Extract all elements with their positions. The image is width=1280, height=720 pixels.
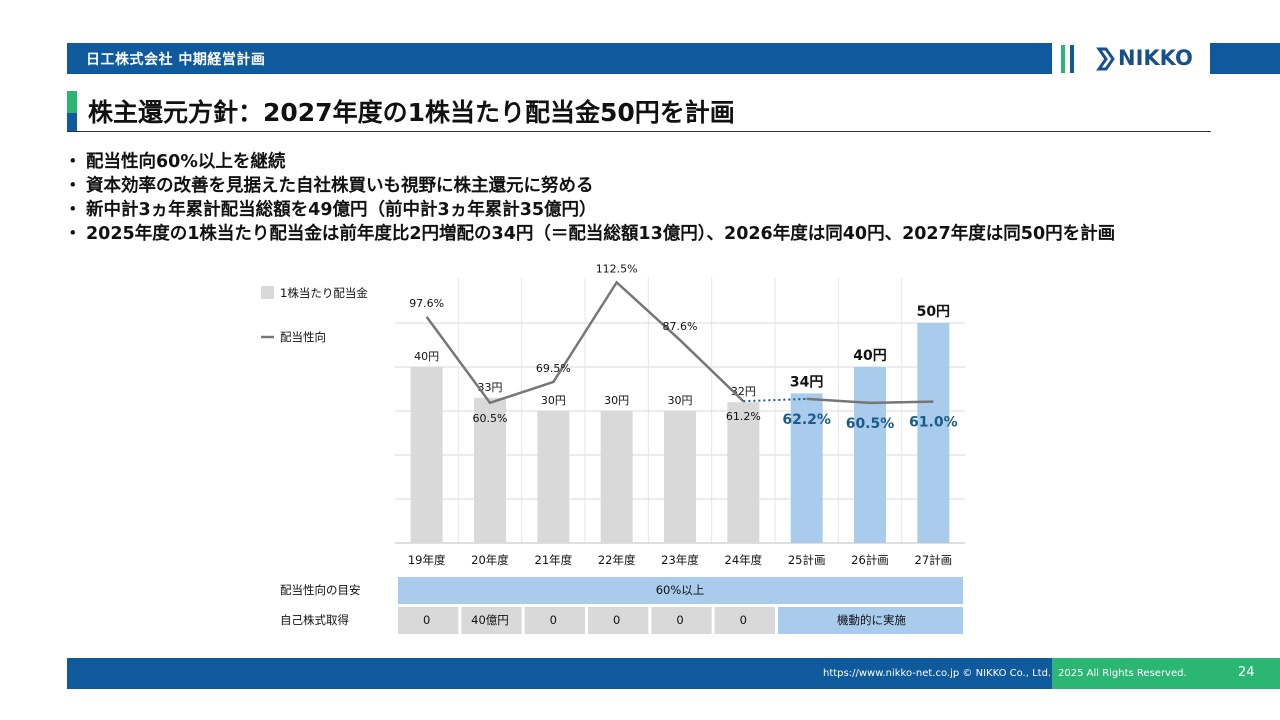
ratio-value-label: 60.5% (473, 412, 508, 425)
x-tick-label: 19年度 (408, 553, 446, 567)
ratio-value-label: 61.0% (909, 415, 958, 431)
table-cell (398, 607, 459, 634)
bullet-item: 2025年度の1株当たり配当金は前年度比2円増配の34円（＝配当総額13億円）、… (64, 222, 1218, 246)
table-cell-text: 0 (613, 613, 620, 627)
logo-divider-icon (1061, 45, 1074, 73)
table-cell (714, 607, 775, 634)
table-cell-text: 0 (676, 613, 683, 627)
bar (664, 411, 696, 543)
legend-bar-label: 1株当たり配当金 (280, 286, 368, 300)
bar-value-label: 32円 (731, 385, 756, 398)
ratio-line-plan (806, 397, 934, 405)
header-company-plan: 日工株式会社 中期経営計画 (86, 52, 266, 68)
bar-value-label: 50円 (917, 304, 950, 320)
table-row-label: 配当性向の目安 (280, 583, 361, 597)
x-tick-label: 23年度 (661, 553, 699, 567)
footer-green-band (1052, 658, 1280, 689)
bar (790, 393, 823, 543)
bar (917, 323, 950, 543)
bar-value-label: 33円 (478, 381, 503, 394)
bar-value-label: 30円 (668, 394, 693, 407)
table-cell-text: 40億円 (471, 613, 509, 627)
table-cell-plan (778, 607, 963, 634)
x-tick-label: 21年度 (535, 553, 573, 567)
ratio-value-label: 60.5% (846, 416, 895, 432)
title-accent (67, 91, 77, 131)
ratio-value-label: 112.5% (596, 262, 638, 275)
bar (537, 411, 570, 543)
table-cell (588, 607, 649, 634)
table-cell (461, 607, 522, 634)
bar (727, 402, 760, 543)
x-tick-label: 26計画 (851, 553, 889, 567)
bullet-item: 新中計3ヵ年累計配当総額を49億円（前中計3ヵ年累計35億円） (64, 198, 1218, 222)
x-tick-label: 22年度 (598, 553, 636, 567)
bullet-list: 配当性向60%以上を継続 資本効率の改善を見据えた自社株買いも視野に株主還元に努… (64, 150, 1218, 246)
company-logo: NIKKO (1118, 46, 1193, 70)
table-cell-text: 60%以上 (656, 583, 705, 597)
bar (410, 367, 443, 543)
x-tick-label: 27計画 (915, 553, 953, 567)
ratio-value-label: 87.6% (663, 320, 698, 333)
ratio-line-actual (425, 280, 745, 405)
legend-bar-swatch (261, 286, 274, 299)
x-tick-label: 20年度 (471, 553, 509, 567)
ratio-line-bridge (743, 397, 807, 403)
page-title: 株主還元方針：2027年度の1株当たり配当金50円を計画 (88, 98, 735, 127)
table-cell-text: 0 (550, 613, 557, 627)
ratio-value-label: 61.2% (726, 410, 761, 423)
table-row-label: 自己株式取得 (280, 613, 349, 627)
table-cell-text: 機動的に実施 (837, 613, 906, 627)
x-tick-label: 25計画 (788, 553, 826, 567)
table-cell (524, 607, 585, 634)
bar-value-label: 34円 (790, 374, 823, 390)
bar (600, 411, 633, 543)
logo-band (1210, 43, 1280, 74)
bar-value-label: 30円 (604, 394, 629, 407)
bar-value-label: 30円 (541, 394, 566, 407)
footer-url: https://www.nikko-net.co.jp © NIKKO Co.,… (823, 668, 1052, 679)
ratio-value-label: 69.5% (536, 362, 571, 375)
table-cell (651, 607, 712, 634)
bar (854, 367, 886, 543)
table-cell-wide (398, 577, 963, 604)
title-rule (67, 131, 1211, 132)
ratio-value-label: 97.6% (409, 297, 444, 310)
header-bar (67, 43, 1052, 74)
legend-line-label: 配当性向 (280, 330, 326, 344)
table-cell-text: 0 (740, 613, 747, 627)
ratio-value-label: 62.2% (782, 412, 831, 428)
bar-value-label: 40円 (414, 350, 439, 363)
x-tick-label: 24年度 (725, 553, 763, 567)
bullet-item: 資本効率の改善を見据えた自社株買いも視野に株主還元に努める (64, 174, 1218, 198)
bullet-item: 配当性向60%以上を継続 (64, 150, 1218, 174)
bar (474, 397, 506, 543)
nikko-mark-icon (1096, 47, 1115, 71)
footer-rights: 2025 All Rights Reserved. (1058, 668, 1187, 679)
bar-value-label: 40円 (853, 348, 886, 364)
page-number: 24 (1238, 665, 1255, 680)
table-cell-text: 0 (423, 613, 430, 627)
